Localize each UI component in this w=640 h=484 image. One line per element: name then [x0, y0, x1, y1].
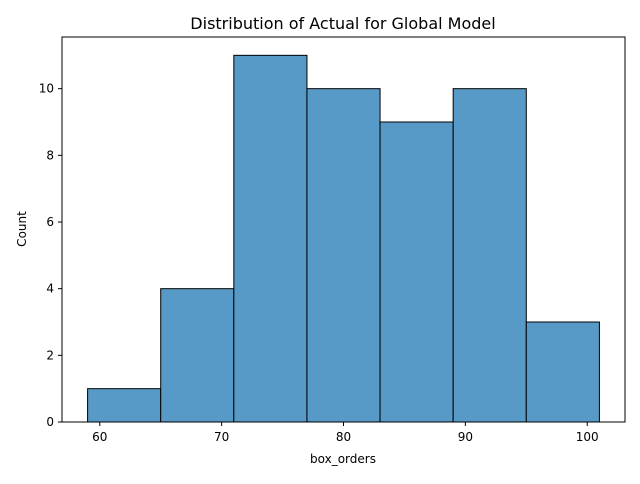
- x-tick-label: 80: [336, 430, 351, 444]
- x-tick-label: 90: [458, 430, 473, 444]
- y-tick-label: 6: [46, 215, 54, 229]
- y-tick-label: 8: [46, 148, 54, 162]
- y-tick-label: 2: [46, 348, 54, 362]
- histogram-bar: [233, 54, 308, 423]
- histogram-bar: [525, 321, 600, 423]
- histogram-bar: [306, 88, 381, 423]
- y-tick-label: 4: [46, 282, 54, 296]
- bars-group: [87, 54, 600, 423]
- x-axis: 60 70 80 90 100: [92, 422, 599, 444]
- x-tick-label: 60: [92, 430, 107, 444]
- x-tick-label: 70: [214, 430, 229, 444]
- y-axis-label: Count: [15, 211, 29, 247]
- y-tick-label: 10: [39, 82, 54, 96]
- y-tick-label: 0: [46, 415, 54, 429]
- histogram-bar: [87, 388, 162, 423]
- y-axis: 0 2 4 6 8 10: [39, 82, 62, 429]
- histogram-bar: [379, 121, 454, 423]
- x-tick-label: 100: [576, 430, 599, 444]
- histogram-bar: [452, 88, 527, 423]
- x-axis-label: box_orders: [310, 452, 376, 466]
- histogram-bar: [160, 288, 235, 423]
- chart-title: Distribution of Actual for Global Model: [190, 14, 495, 33]
- plot-frame: [61, 36, 626, 423]
